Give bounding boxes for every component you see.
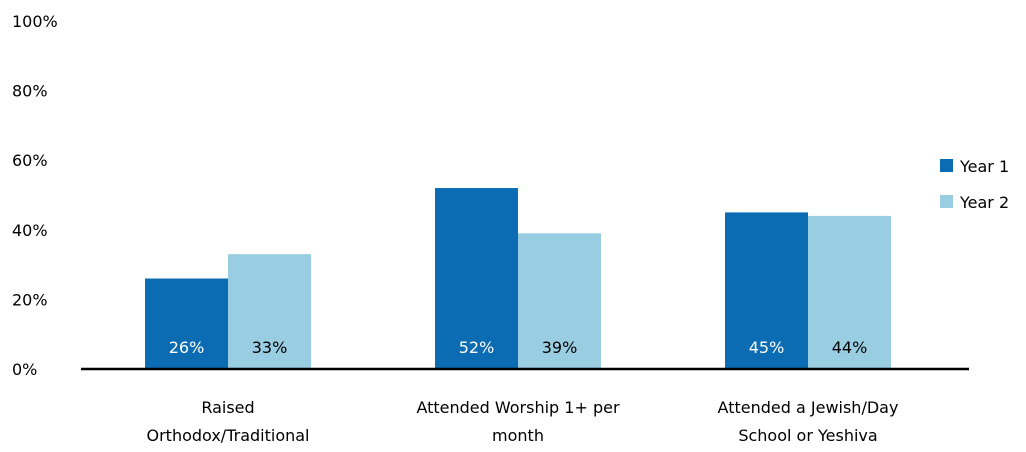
bar (228, 254, 311, 369)
data-labels: 26% 33% 52% 39% 45% 44% (169, 338, 868, 357)
data-label: 39% (542, 338, 578, 357)
legend-swatch (940, 159, 953, 172)
category-label: School or Yeshiva (738, 426, 877, 445)
data-label: 44% (832, 338, 868, 357)
category-labels: Raised Orthodox/Traditional Attended Worsh… (147, 398, 899, 445)
legend: Year 1 Year 2 (940, 157, 1009, 212)
legend-swatch (940, 195, 953, 208)
data-label: 33% (252, 338, 288, 357)
data-label: 26% (169, 338, 205, 357)
y-axis-tick-labels: 0% 20% 40% 60% 80% 100% (12, 12, 58, 379)
category-label: Raised (201, 398, 254, 417)
data-label: 45% (749, 338, 785, 357)
bar (725, 212, 808, 369)
bar (518, 233, 601, 369)
bar (435, 188, 518, 369)
category-label: month (492, 426, 544, 445)
data-label: 52% (459, 338, 495, 357)
bars (145, 188, 891, 369)
y-tick-label: 100% (12, 12, 58, 31)
y-tick-label: 20% (12, 290, 48, 309)
legend-label: Year 1 (959, 157, 1009, 176)
y-tick-label: 0% (12, 360, 37, 379)
legend-label: Year 2 (959, 193, 1009, 212)
bar (145, 278, 228, 369)
category-label: Attended a Jewish/Day (718, 398, 899, 417)
y-tick-label: 80% (12, 82, 48, 101)
category-label: Orthodox/Traditional (147, 426, 310, 445)
y-tick-label: 40% (12, 221, 48, 240)
bar (808, 215, 891, 369)
y-tick-label: 60% (12, 151, 48, 170)
category-label: Attended Worship 1+ per (416, 398, 620, 417)
